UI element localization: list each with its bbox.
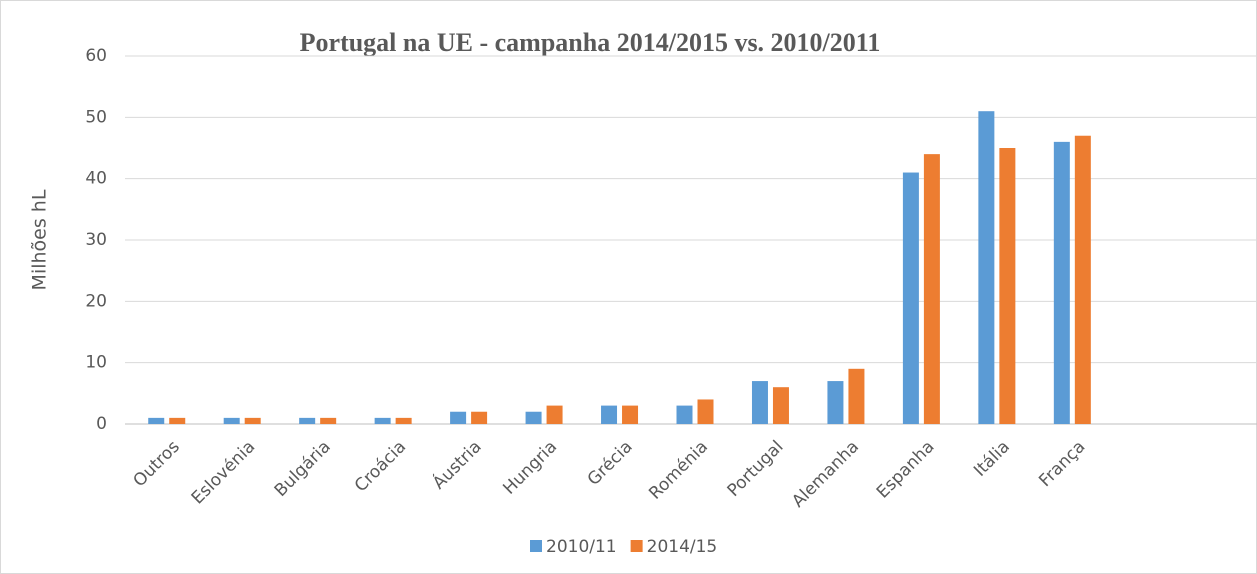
y-tick-label: 20 [85,291,107,311]
y-axis-label: Milhões hL [29,189,51,290]
bar [169,417,186,424]
y-tick-label: 50 [85,107,107,127]
bar [999,148,1016,424]
chart-title: Portugal na UE - campanha 2014/2015 vs. … [300,28,881,57]
bar [223,417,240,424]
y-tick-label: 60 [85,46,107,66]
bar [244,417,261,424]
bar [772,387,789,424]
bar [622,405,639,424]
bar [546,405,563,424]
bar [978,111,995,424]
bar [676,405,693,424]
bar [601,405,618,424]
bar [827,381,844,424]
legend-swatch [530,540,542,552]
bar [697,399,714,424]
bar [320,417,337,424]
legend-swatch [630,540,643,552]
bar [923,154,940,424]
y-tick-label: 30 [85,230,107,250]
bar [1074,135,1091,424]
bar [395,417,412,424]
y-tick-label: 40 [85,169,107,189]
legend-label: 2014/15 [647,537,718,557]
bar [471,411,488,424]
y-tick-label: 0 [96,414,107,434]
bar [1053,141,1070,424]
bar [148,417,165,424]
bar [751,381,768,424]
y-tick-label: 10 [85,353,107,373]
bar [525,411,542,424]
legend-label: 2010/11 [546,537,617,557]
bar [299,417,316,424]
bar [848,368,865,424]
bar [902,172,919,424]
bar [374,417,391,424]
bar [450,411,467,424]
